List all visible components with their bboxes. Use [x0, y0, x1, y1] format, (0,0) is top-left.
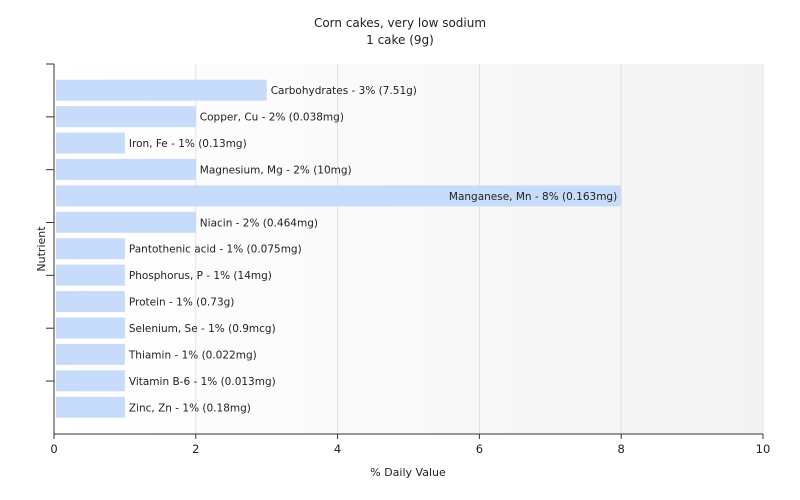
bar [56, 211, 196, 233]
x-tick-label: 8 [618, 442, 625, 456]
bar-label: Selenium, Se - 1% (0.9mcg) [129, 323, 276, 335]
bar-label: Phosphorus, P - 1% (14mg) [129, 270, 272, 282]
chart-subtitle: 1 cake (9g) [366, 33, 434, 47]
bar [56, 264, 125, 286]
bar-label: Copper, Cu - 2% (0.038mg) [200, 112, 344, 124]
x-tick-label: 2 [192, 442, 199, 456]
bar [56, 396, 125, 418]
bar [56, 291, 125, 313]
bar-label: Thiamin - 1% (0.022mg) [128, 349, 257, 361]
bar-label: Carbohydrates - 3% (7.51g) [271, 85, 417, 97]
chart-title: Corn cakes, very low sodium [314, 16, 486, 30]
bar [56, 106, 196, 128]
bar [56, 132, 125, 154]
bar-label: Protein - 1% (0.73g) [129, 297, 235, 309]
y-axis-title: Nutrient [35, 226, 48, 272]
bar-label: Magnesium, Mg - 2% (10mg) [200, 164, 352, 176]
bar [56, 79, 267, 101]
x-tick-label: 10 [756, 442, 771, 456]
bar-label: Zinc, Zn - 1% (0.18mg) [129, 402, 251, 414]
bar [56, 317, 125, 339]
bar [56, 238, 125, 260]
x-axis-title: % Daily Value [370, 466, 446, 479]
bar-label: Vitamin B-6 - 1% (0.013mg) [129, 376, 276, 388]
x-tick-label: 6 [476, 442, 483, 456]
bar-labels-group: Carbohydrates - 3% (7.51g) Copper, Cu - 2… [128, 85, 617, 414]
bar-label: Niacin - 2% (0.464mg) [200, 217, 318, 229]
bar [56, 343, 125, 365]
bar-label: Pantothenic acid - 1% (0.075mg) [129, 244, 302, 256]
bar-label: Manganese, Mn - 8% (0.163mg) [449, 191, 617, 203]
bars-group [56, 79, 622, 418]
x-tick-label: 4 [334, 442, 341, 456]
bar [56, 185, 622, 207]
bar-label: Iron, Fe - 1% (0.13mg) [129, 138, 247, 150]
bar [56, 158, 196, 180]
x-tick-label: 0 [50, 442, 57, 456]
axes-group: 0 2 4 6 8 10 [46, 63, 771, 456]
bar [56, 370, 125, 392]
